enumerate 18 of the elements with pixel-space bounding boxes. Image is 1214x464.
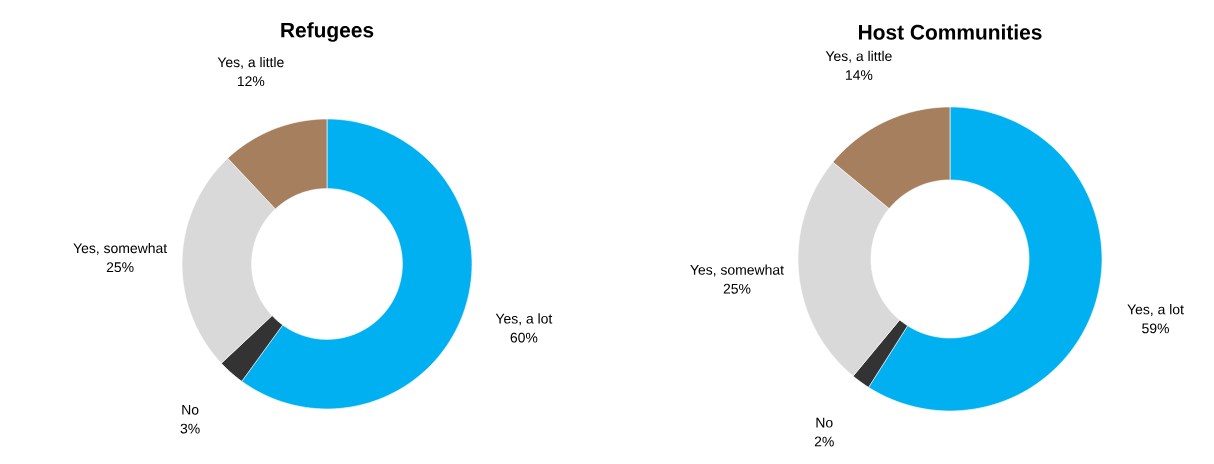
slice-label: No — [182, 404, 199, 415]
slice-label: Yes, a lot — [495, 313, 553, 326]
slice-label: Yes, a little — [825, 50, 892, 63]
data-label: 25% — [723, 283, 751, 294]
data-label: 60% — [510, 332, 538, 343]
slice-label: Yes, a little — [217, 56, 284, 69]
data-label: 14% — [845, 70, 873, 80]
slice-label: No — [816, 417, 833, 428]
slice-label: Yes, somewhat — [73, 242, 168, 255]
data-label: 3% — [180, 423, 200, 434]
slice-label: Yes, somewhat — [690, 264, 784, 277]
data-label: 2% — [814, 436, 834, 447]
chart-title: Refugees — [281, 22, 374, 42]
data-label: 12% — [237, 76, 265, 87]
data-label: 59% — [1142, 323, 1169, 334]
data-label: 25% — [106, 262, 134, 273]
slice-label: Yes, a lot — [1127, 304, 1184, 316]
chart-title: Host Communities — [859, 24, 1042, 40]
